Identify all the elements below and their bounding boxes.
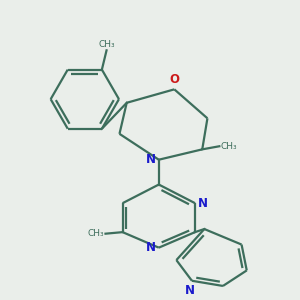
Text: N: N [198, 197, 208, 210]
Text: N: N [146, 153, 156, 166]
Text: CH₃: CH₃ [98, 40, 115, 49]
Text: CH₃: CH₃ [221, 142, 238, 151]
Text: N: N [146, 241, 156, 254]
Text: O: O [169, 73, 179, 85]
Text: N: N [185, 284, 195, 298]
Text: CH₃: CH₃ [87, 229, 104, 238]
